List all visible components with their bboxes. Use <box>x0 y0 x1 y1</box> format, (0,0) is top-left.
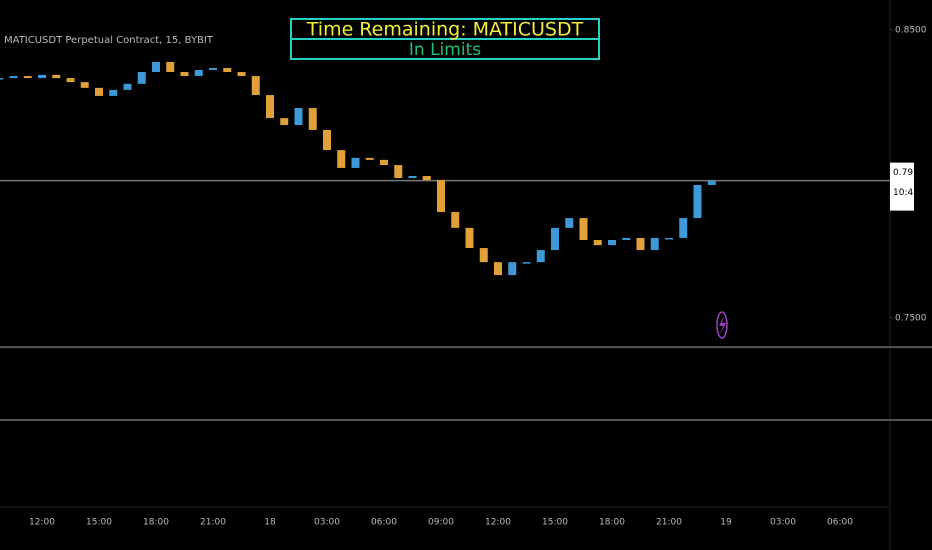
candle <box>679 218 688 238</box>
candle <box>351 157 360 168</box>
x-tick-label: 15:00 <box>86 518 112 528</box>
x-tick-label: 21:00 <box>200 518 226 528</box>
banner-status: In Limits <box>409 40 481 60</box>
candle <box>636 237 645 251</box>
candle <box>194 70 203 77</box>
candle <box>365 157 374 160</box>
candle <box>650 237 659 251</box>
x-tick-label: 19 <box>720 518 732 528</box>
candle <box>294 108 303 126</box>
price-label-box <box>890 162 914 211</box>
candle <box>565 218 574 228</box>
banner-box <box>290 38 600 60</box>
x-tick-label: 09:00 <box>428 518 454 528</box>
candle <box>308 108 317 130</box>
candle <box>38 74 46 79</box>
candle <box>451 212 460 228</box>
countdown-label: 10:46 <box>893 188 919 198</box>
x-tick-label: 06:00 <box>371 518 397 528</box>
candle <box>593 239 602 246</box>
candle <box>579 218 588 240</box>
candle <box>665 237 673 240</box>
candle <box>52 74 61 79</box>
alert-icon[interactable] <box>716 311 728 339</box>
candle <box>237 72 246 77</box>
candle <box>394 165 403 179</box>
banner-title: Time Remaining: MATICUSDT <box>306 19 584 41</box>
candle <box>109 89 118 96</box>
x-tick-label: 15:00 <box>542 518 568 528</box>
chart-title: MATICUSDT Perpetual Contract, 15, BYBIT <box>4 35 214 46</box>
candle <box>437 180 445 213</box>
candle <box>9 76 18 79</box>
candle <box>608 239 616 246</box>
candle <box>508 262 517 276</box>
candle <box>707 180 716 185</box>
candle <box>494 262 502 276</box>
candle <box>166 61 175 73</box>
candle <box>551 227 559 251</box>
x-tick-label: 18:00 <box>143 518 169 528</box>
candle <box>323 129 331 151</box>
candle <box>180 72 189 77</box>
alert-icon-bolt <box>719 316 726 334</box>
candle <box>622 237 631 240</box>
x-tick-label: 03:00 <box>770 518 796 528</box>
candle <box>137 72 146 84</box>
candle <box>280 118 289 126</box>
x-tick-label: 18 <box>264 518 276 528</box>
x-tick-label: 06:00 <box>827 518 853 528</box>
candle <box>95 87 103 96</box>
candle <box>380 159 388 166</box>
last-price-label: 0.7977 <box>893 168 925 178</box>
candle <box>465 227 474 249</box>
candle <box>152 61 160 73</box>
candle <box>693 184 702 219</box>
x-tick-label: 21:00 <box>656 518 682 528</box>
candle <box>266 95 274 119</box>
candle <box>80 82 89 88</box>
candle <box>251 76 260 96</box>
candle <box>522 262 531 264</box>
candle <box>123 83 132 90</box>
y-tick-label: 0.8500 <box>895 25 927 35</box>
candle <box>223 67 232 73</box>
candle <box>536 250 545 263</box>
candle <box>23 76 32 79</box>
candle <box>337 150 346 168</box>
candle <box>0 78 4 80</box>
candle <box>408 176 417 179</box>
candle <box>66 78 75 83</box>
candle <box>422 176 431 181</box>
x-tick-label: 03:00 <box>314 518 340 528</box>
y-tick-label: 0.7500 <box>895 314 927 324</box>
candle <box>479 248 488 263</box>
x-tick-label: 12:00 <box>29 518 55 528</box>
candle <box>209 67 217 71</box>
x-tick-label: 18:00 <box>599 518 625 528</box>
x-tick-label: 12:00 <box>485 518 511 528</box>
